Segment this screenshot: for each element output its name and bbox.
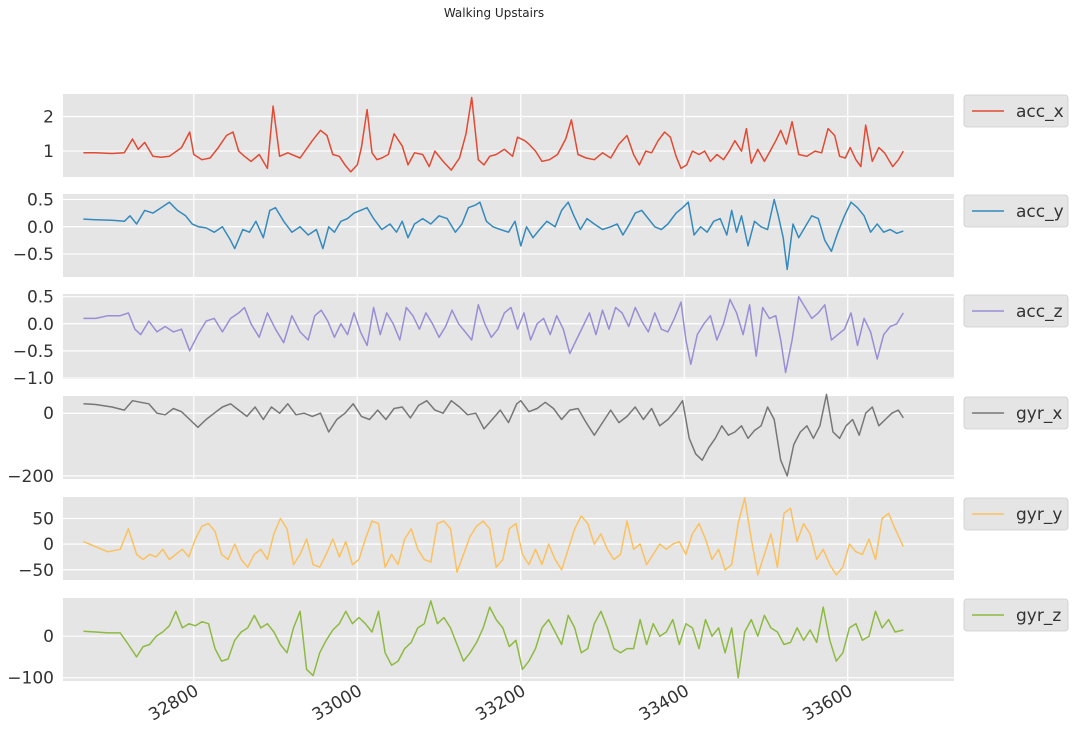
y-tick-label-gyr_y: −50 [18, 561, 54, 581]
legend-label-acc_x: acc_x [1016, 102, 1064, 122]
y-tick-label-gyr_x: 0 [43, 404, 54, 424]
x-tick-label: 33400 [636, 681, 693, 725]
panel-acc_z: −1.0 −0.5 0.0 0.5 acc_z [13, 288, 1069, 389]
plot-area-gyr_x [63, 396, 954, 479]
y-tick-label-acc_y: 0.5 [27, 190, 54, 210]
plot-area-acc_y [63, 194, 954, 277]
y-tick-label-acc_z: −1.0 [13, 369, 54, 389]
legend-label-acc_y: acc_y [1016, 202, 1064, 222]
panel-gyr_z: −100 0 gyr_z [7, 598, 1069, 689]
legend-box-acc_y [963, 194, 1069, 228]
panel-acc_y: −0.5 0.0 0.5 acc_y [13, 190, 1069, 277]
legend-box-acc_x [963, 94, 1069, 128]
plot-area-gyr_z [63, 598, 954, 681]
y-tick-label-acc_z: 0.5 [27, 288, 54, 308]
legend-box-gyr_y [963, 497, 1069, 531]
y-tick-label-gyr_z: −100 [7, 669, 54, 689]
series-line-gyr_y [83, 497, 904, 576]
x-tick-label: 32800 [145, 681, 202, 725]
y-tick-label-gyr_z: 0 [43, 627, 54, 647]
plot-area-gyr_y [63, 497, 954, 580]
series-line-gyr_z [83, 600, 904, 679]
legend-box-acc_z [963, 294, 1069, 328]
y-tick-label-gyr_y: 0 [43, 535, 54, 555]
panel-gyr_x: −200 0 gyr_x [7, 393, 1069, 487]
series-line-acc_z [83, 295, 904, 374]
chart-title: Walking Upstairs [443, 6, 545, 20]
y-tick-label-gyr_x: −200 [7, 467, 54, 487]
x-tick-label: 33600 [799, 681, 856, 725]
series-line-acc_y [83, 198, 904, 271]
plot-area-acc_x [63, 94, 954, 177]
y-tick-label-acc_z: 0.0 [27, 315, 54, 335]
y-tick-label-acc_x: 1 [43, 142, 54, 162]
x-tick-label: 33000 [309, 681, 366, 725]
legend-label-gyr_y: gyr_y [1016, 505, 1062, 525]
y-tick-label-acc_z: −0.5 [13, 342, 54, 362]
legend-box-gyr_z [963, 598, 1069, 632]
legend-label-gyr_z: gyr_z [1016, 606, 1061, 626]
series-line-acc_x [83, 96, 904, 173]
y-tick-label-acc_y: 0.0 [27, 218, 54, 238]
series-line-gyr_x [83, 393, 904, 477]
y-tick-label-acc_x: 2 [43, 107, 54, 127]
legend-box-gyr_x [963, 396, 1069, 430]
y-tick-label-gyr_y: 50 [32, 510, 54, 530]
panel-gyr_y: −50 0 50 gyr_y [18, 497, 1069, 581]
y-tick-label-acc_y: −0.5 [13, 245, 54, 265]
x-tick-label: 33200 [472, 681, 529, 725]
panel-acc_x: 1 2 acc_x [43, 94, 1069, 177]
legend-label-gyr_x: gyr_x [1016, 404, 1062, 424]
legend-label-acc_z: acc_z [1016, 302, 1063, 322]
